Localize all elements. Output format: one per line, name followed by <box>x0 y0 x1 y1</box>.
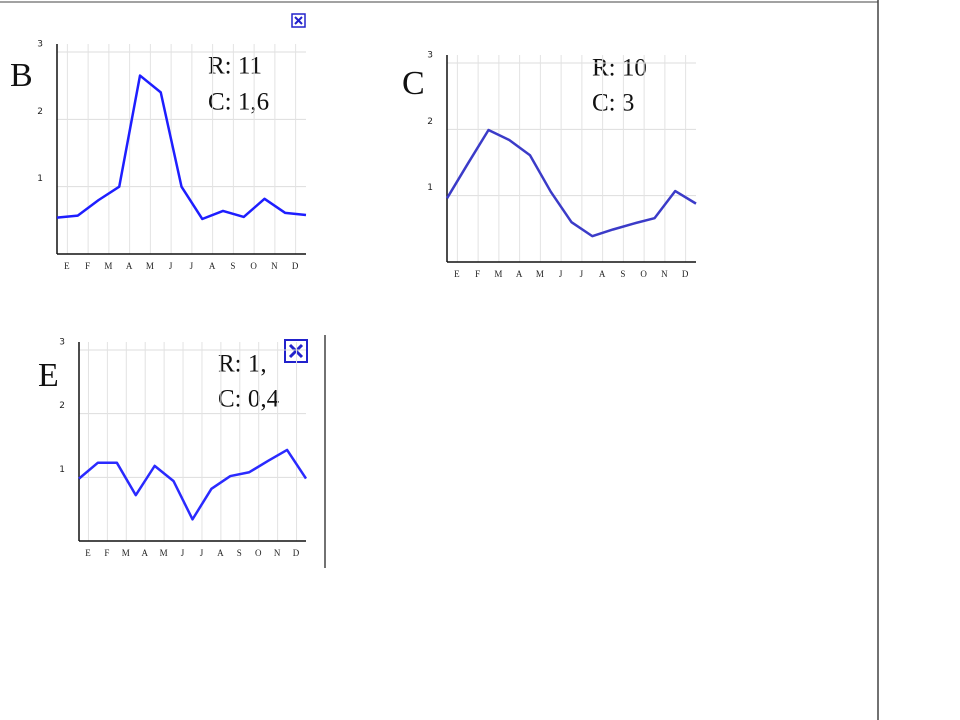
y-tick-label: 3 <box>37 40 43 50</box>
x-tick-label: M <box>122 548 131 558</box>
x-tick-label: A <box>126 261 134 271</box>
panel-letter: C <box>402 65 425 102</box>
x-tick-label: J <box>559 269 564 279</box>
y-tick-label: 1 <box>427 183 433 193</box>
x-tick-label: D <box>292 261 300 271</box>
x-tick-label: D <box>682 269 690 279</box>
annotation: C: 0,4 <box>218 386 280 413</box>
x-tick-label: O <box>640 269 648 279</box>
x-tick-label: N <box>271 261 279 271</box>
y-tick-label: 3 <box>59 338 65 348</box>
y-tick-label: 2 <box>59 401 65 411</box>
x-tick-label: D <box>293 548 301 558</box>
panel-letter: E <box>38 357 59 394</box>
y-tick-label: 2 <box>37 107 43 117</box>
close-button[interactable] <box>284 339 308 363</box>
annotation: C: 1,6 <box>208 89 269 116</box>
x-tick-label: O <box>255 548 263 558</box>
x-tick-label: E <box>85 548 92 558</box>
x-tick-label: J <box>181 548 186 558</box>
data-line <box>56 74 307 221</box>
y-tick-label: 3 <box>427 51 433 61</box>
x-tick-label: E <box>64 261 71 271</box>
x-tick-label: E <box>454 269 461 279</box>
annotation: R: 1, <box>218 351 267 378</box>
annotation: R: 10 <box>592 55 647 82</box>
x-tick-label: J <box>200 548 205 558</box>
x-tick-label: M <box>160 548 169 558</box>
x-tick-label: N <box>274 548 282 558</box>
data-line <box>445 128 697 238</box>
close-button[interactable] <box>291 13 306 28</box>
x-tick-label: M <box>494 269 503 279</box>
x-tick-label: S <box>230 261 236 271</box>
x-tick-label: M <box>536 269 545 279</box>
y-tick-label: 1 <box>59 465 65 475</box>
x-tick-label: A <box>599 269 607 279</box>
y-tick-label: 1 <box>37 174 43 184</box>
x-tick-label: A <box>209 261 217 271</box>
x-tick-label: A <box>516 269 524 279</box>
x-tick-label: O <box>250 261 258 271</box>
x-tick-label: A <box>141 548 149 558</box>
x-tick-label: N <box>661 269 669 279</box>
x-tick-label: A <box>217 548 225 558</box>
x-tick-label: J <box>190 261 195 271</box>
annotation: C: 3 <box>592 90 634 117</box>
x-tick-label: M <box>104 261 113 271</box>
panel-letter: B <box>10 57 33 94</box>
x-tick-label: J <box>169 261 174 271</box>
x-tick-label: S <box>620 269 626 279</box>
x-tick-label: M <box>146 261 155 271</box>
x-tick-label: S <box>237 548 243 558</box>
data-line <box>78 448 308 521</box>
x-tick-label: F <box>475 269 481 279</box>
x-tick-label: F <box>85 261 91 271</box>
y-tick-label: 2 <box>427 117 433 127</box>
x-tick-label: F <box>104 548 110 558</box>
annotation: R: 11 <box>208 53 262 80</box>
x-tick-label: J <box>580 269 585 279</box>
